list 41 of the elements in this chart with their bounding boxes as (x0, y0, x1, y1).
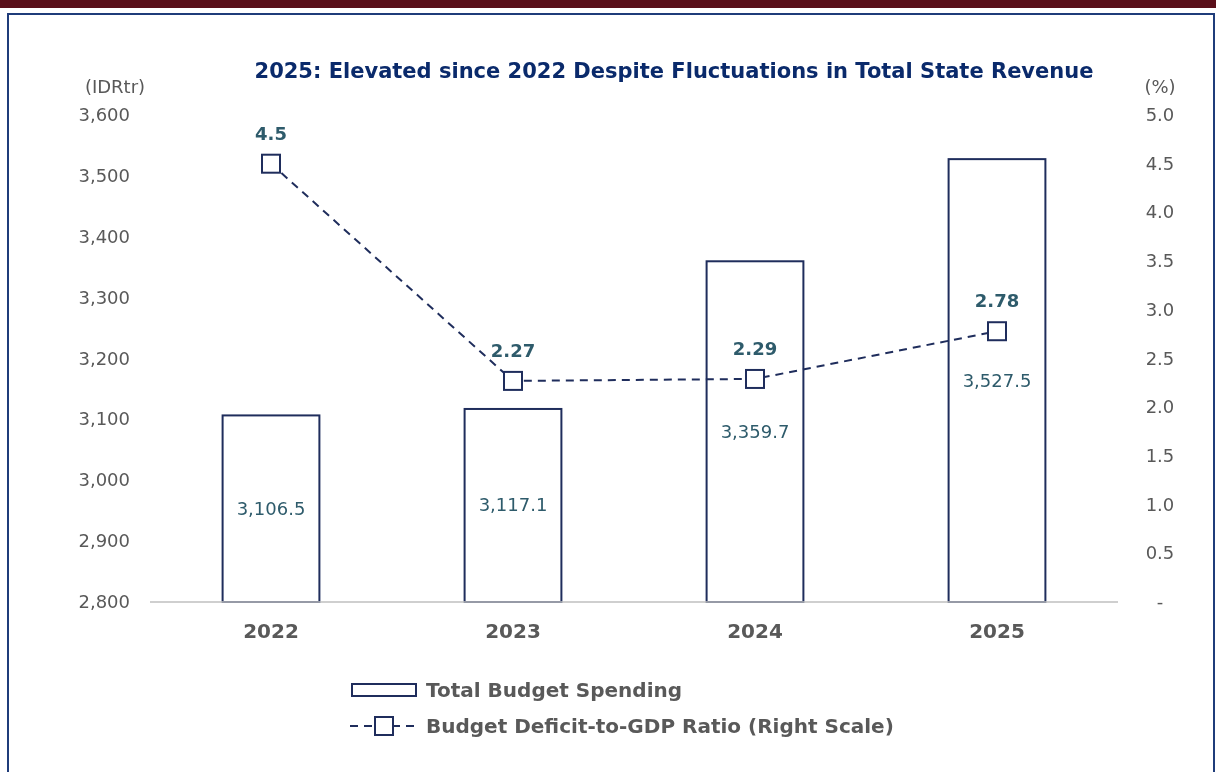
y-tick-label: 3,300 (78, 286, 130, 308)
data-label: 2.27 (490, 339, 536, 361)
y-tick-label: 3,600 (78, 104, 130, 125)
point (987, 321, 1007, 342)
y-tick-label: 3,500 (78, 164, 130, 186)
chart-title: 2025: Elevated since 2022 Despite Fluctuations in Total State Revenue (254, 59, 1094, 83)
y-tick-label: 3,100 (78, 408, 130, 430)
data-label: 2.29 (732, 337, 778, 359)
y-axis-title: (IDRtr) (84, 76, 146, 97)
data-label: 2.78 (974, 290, 1020, 312)
y2-tick-label: 3.5 (1145, 250, 1175, 272)
y-tick-label: 2,800 (78, 591, 130, 612)
y2-tick-label: 3.0 (1145, 298, 1175, 320)
point (503, 370, 523, 391)
y2-tick-label: 4.0 (1145, 201, 1175, 223)
x-tick-label: 2024 (727, 619, 783, 643)
x-tick-label: 2025 (969, 619, 1025, 643)
y2-tick-label: 2.5 (1145, 347, 1175, 369)
y2-tick-label: 1.0 (1145, 493, 1175, 515)
y-tick-label: 3,200 (78, 347, 130, 369)
data-label: 4.5 (255, 122, 287, 144)
y-tick-label: 3,400 (78, 225, 130, 247)
y2-tick-label: 4.5 (1145, 152, 1175, 174)
data-label: 3,359.7 (720, 420, 790, 442)
y2-tick-label: 5.0 (1145, 104, 1175, 125)
x-tick-label: 2023 (485, 619, 541, 643)
data-label: 3,117.1 (478, 494, 548, 516)
y2-tick-label: 0.5 (1145, 542, 1175, 564)
point (745, 368, 765, 389)
y2-tick-label: - (1156, 591, 1164, 612)
point (261, 153, 281, 174)
y2-axis-title: (%) (1144, 76, 1176, 97)
x-tick-label: 2022 (243, 619, 299, 643)
data-label: 3,527.5 (962, 369, 1032, 391)
y-tick-label: 2,900 (78, 530, 130, 552)
y2-tick-label: 2.0 (1145, 396, 1175, 418)
legend-label: Budget Deficit-to-GDP Ratio (Right Scale) (426, 714, 894, 738)
data-label: 3,106.5 (236, 497, 306, 519)
y2-tick-label: 1.5 (1145, 444, 1175, 466)
y-tick-label: 3,000 (78, 469, 130, 491)
legend-label: Total Budget Spending (426, 678, 683, 702)
